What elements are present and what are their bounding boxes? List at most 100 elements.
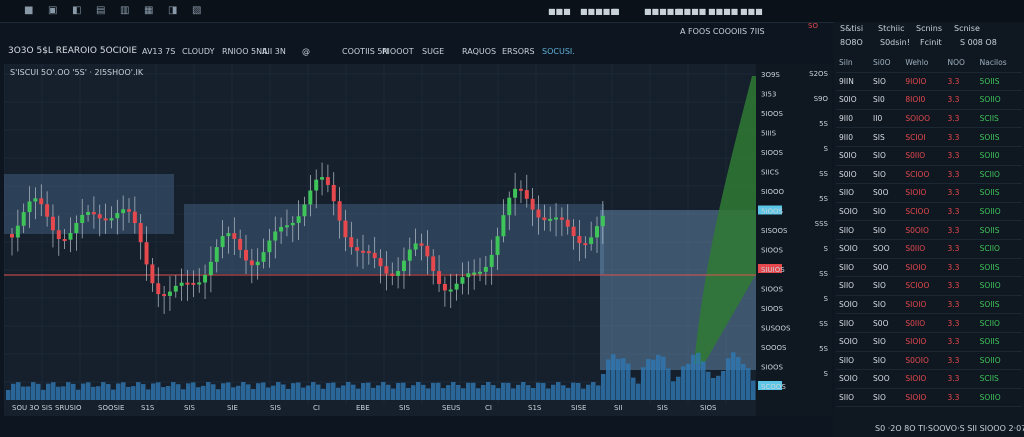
order-row[interactable]: SOIO SOO S0IIO 3.3 SCIIO <box>836 239 1022 259</box>
cell: SOIO <box>836 369 871 389</box>
ob-tab[interactable]: Stchiic <box>878 24 905 33</box>
cell: SOO <box>870 239 903 259</box>
order-row[interactable]: SIIO S0O SIOIO 3.3 SOIIS <box>836 183 1022 203</box>
candle-body <box>571 226 576 237</box>
order-row[interactable]: SOIO SOO SIOIO 3.3 SCIIS <box>836 369 1022 389</box>
candle-body <box>115 213 120 219</box>
candle-body <box>384 266 389 274</box>
order-row[interactable]: SIIO S0O S0IIO 3.3 SCIIO <box>836 313 1022 333</box>
toolbar-item[interactable]: @ <box>302 47 310 56</box>
volume-bar <box>421 384 426 400</box>
candle-body <box>524 190 529 199</box>
toolbar-item[interactable]: AII 3N <box>262 47 286 56</box>
order-row[interactable]: SOIO SIO SCIOO 3.3 SOIIO <box>836 202 1022 222</box>
order-row[interactable]: SIIO SIO SIOIO 3.3 SOIIO <box>836 388 1022 408</box>
volume-bar <box>186 383 191 400</box>
nav-button[interactable]: ◨ <box>168 5 178 16</box>
candle-body <box>290 222 295 226</box>
cell: 5OIIS <box>976 72 1022 92</box>
volume-bar <box>631 377 636 400</box>
volume-bar <box>371 387 376 400</box>
volume-bar <box>521 382 526 400</box>
volume-bar <box>731 352 736 400</box>
price-label-right: S2OS <box>809 70 828 78</box>
candle-body <box>27 201 32 213</box>
candle-body <box>489 254 494 267</box>
price-label-right: SS <box>819 170 828 178</box>
candle-body <box>419 243 424 246</box>
volume-bar <box>531 388 536 400</box>
ob-tab[interactable]: Scnise <box>954 24 980 33</box>
ob-tab[interactable]: S&tisi <box>840 24 864 33</box>
order-row[interactable]: S0IO SI0 8IOI0 3.3 SOIIO <box>836 90 1022 110</box>
toolbar-item[interactable]: COOTIIS 5N <box>342 47 389 56</box>
volume-bar <box>676 376 681 400</box>
volume-bar <box>466 382 471 400</box>
nav-button[interactable]: ▦ <box>144 5 154 16</box>
order-row[interactable]: 9II0 II0 SOIOO 3.3 SCIIS <box>836 109 1022 129</box>
order-row[interactable]: SIIO S0O SIOIO 3.3 SOIIS <box>836 258 1022 278</box>
symbol-title[interactable]: 3O3O 5$L REAROIO 5OCIOIE <box>8 46 138 56</box>
toolbar-item[interactable]: ERSORS <box>502 47 535 56</box>
volume-bar <box>501 382 506 400</box>
volume-bar <box>161 387 166 400</box>
cell: SOIOO <box>902 109 945 129</box>
nav-button[interactable]: ▣ <box>48 5 58 16</box>
volume-bar <box>566 387 571 400</box>
nav-button[interactable]: ■ <box>24 5 34 16</box>
price-label-right: SS <box>819 270 828 278</box>
volume-bar <box>391 388 396 400</box>
toolbar-item[interactable]: SOCUSI. <box>542 47 575 56</box>
toolbar-item[interactable]: AV13 7S <box>142 47 176 56</box>
time-label: SIOS <box>700 404 717 412</box>
order-row[interactable]: SIIO SIO S0OIO 3.3 SOIIO <box>836 351 1022 371</box>
order-row[interactable]: 9II0 SIS SCIOI 3.3 SOIIS <box>836 127 1022 147</box>
volume-bar <box>81 383 86 400</box>
volume-bar <box>746 368 751 400</box>
volume-bar <box>336 387 341 400</box>
order-row[interactable]: S0IO SIO SCIOO 3.3 SCIIO <box>836 165 1022 185</box>
nav-button[interactable]: ▧ <box>192 5 202 16</box>
toolbar-item[interactable]: CLOUDY <box>182 47 215 56</box>
cell: 3.3 <box>944 109 977 129</box>
nav-button[interactable]: ▥ <box>120 5 130 16</box>
candle-body <box>454 283 459 290</box>
cell: S0IO <box>836 146 871 166</box>
ob-tab[interactable]: Scnins <box>916 24 943 33</box>
order-row[interactable]: 9IIN SIO 9IOIO 3.3 5OIIS <box>836 72 1022 92</box>
volume-bar <box>496 388 501 400</box>
cell: SIOIO <box>902 183 945 203</box>
volume-bar <box>711 377 716 400</box>
nav-button[interactable]: ▤ <box>96 5 106 16</box>
candle-body <box>86 212 91 215</box>
volume-bar <box>606 359 611 400</box>
nav-button[interactable]: ◧ <box>72 5 82 16</box>
order-row[interactable]: SIIO SIO S0OIO 3.3 SOIIS <box>836 220 1022 240</box>
cell: SIIO <box>836 183 871 203</box>
candle-body <box>10 234 14 238</box>
toolbar-item[interactable]: RIOOOT <box>382 47 414 56</box>
zone <box>184 204 604 274</box>
volume-bar <box>126 386 131 400</box>
time-label: SIS <box>184 404 196 412</box>
cell: SIO <box>870 276 903 296</box>
volume-bar <box>416 382 421 400</box>
order-row[interactable]: SOIO SIO SIOIO 3.3 SOIIS <box>836 332 1022 352</box>
volume-bar <box>176 384 181 400</box>
toolbar-item[interactable]: RAQUOS <box>462 47 497 56</box>
volume-bar <box>381 382 386 400</box>
toolbar-item[interactable]: RNIOO 5NIL <box>222 47 269 56</box>
order-row[interactable]: SIIO SIO SCIOO 3.3 SOIIO <box>836 276 1022 296</box>
toolbar-item[interactable]: SUGE <box>422 47 445 56</box>
order-row[interactable]: SOIO SIO SIOIO 3.3 SOIIS <box>836 295 1022 315</box>
cell: 3.3 <box>944 146 977 166</box>
volume-bar <box>351 384 356 400</box>
volume-bar <box>166 385 171 400</box>
volume-bar <box>191 382 196 400</box>
volume-bar <box>86 382 91 400</box>
volume-bar <box>341 385 346 400</box>
top-bar <box>0 0 1024 23</box>
cell: SOII0 <box>976 146 1022 166</box>
order-row[interactable]: S0IO SIO S0IIO 3.3 SOII0 <box>836 146 1022 166</box>
candle-body <box>39 198 44 205</box>
